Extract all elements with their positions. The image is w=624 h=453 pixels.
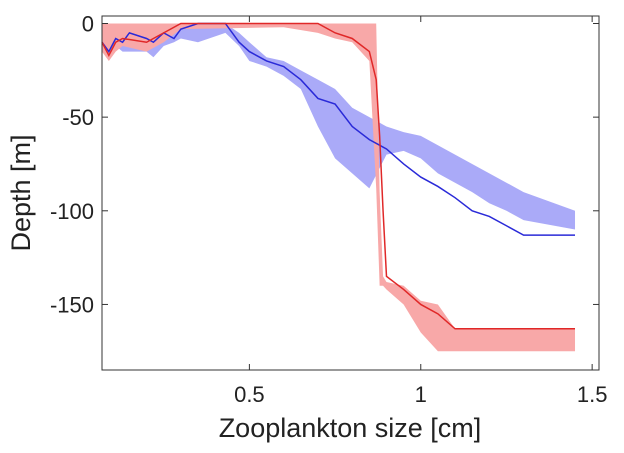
- x-tick-label: 1.5: [577, 382, 608, 407]
- x-axis-label: Zooplankton size [cm]: [219, 413, 482, 443]
- x-tick-label: 0.5: [234, 382, 265, 407]
- series-line: [101, 22, 576, 330]
- y-tick-label: -50: [62, 105, 94, 130]
- y-axis-label: Depth [m]: [6, 134, 36, 251]
- y-tick-label: 0: [82, 11, 94, 36]
- y-tick-label: -150: [50, 292, 94, 317]
- y-tick-label: -100: [50, 199, 94, 224]
- band: [102, 23, 576, 230]
- axes-box: [101, 15, 600, 371]
- x-tick-label: 1: [415, 382, 427, 407]
- series-line: [101, 22, 576, 236]
